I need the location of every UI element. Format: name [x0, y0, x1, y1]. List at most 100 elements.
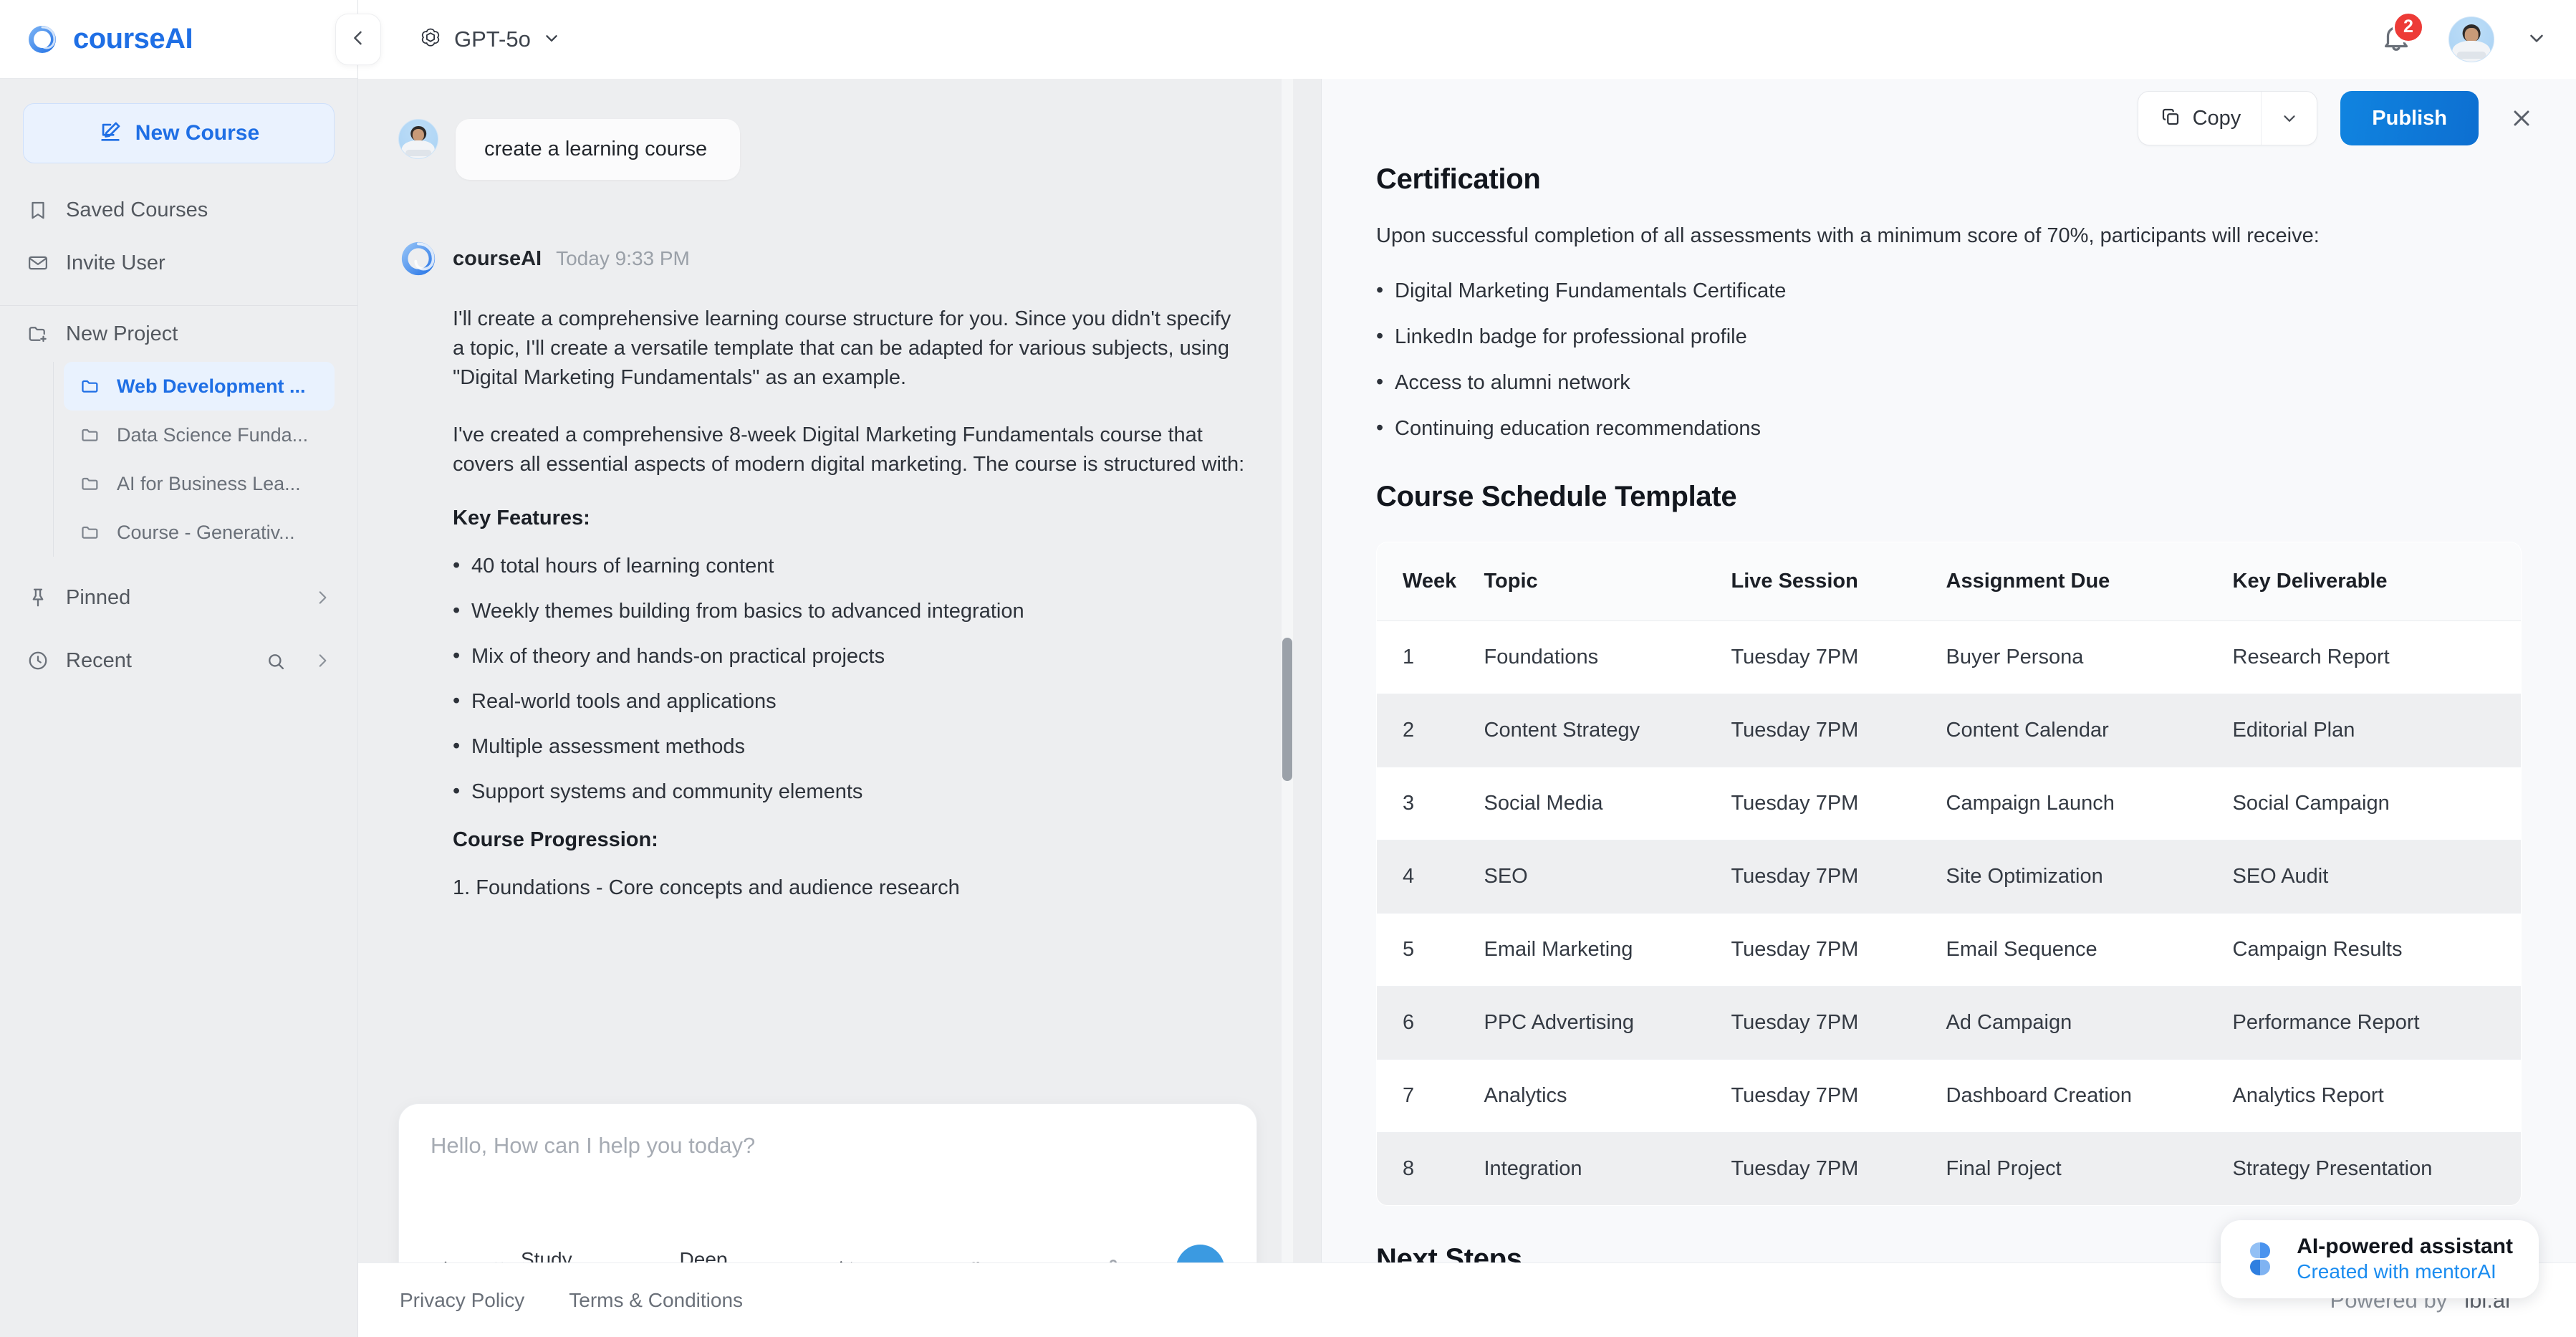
table-row: 6 PPC Advertising Tuesday 7PM Ad Campaig…	[1377, 986, 2521, 1060]
table-row: 3 Social Media Tuesday 7PM Campaign Laun…	[1377, 767, 2521, 840]
cell-key-deliverable: Social Campaign	[2232, 767, 2521, 840]
copy-options-caret[interactable]	[2261, 92, 2317, 145]
cell-live-session: Tuesday 7PM	[1731, 913, 1946, 987]
key-features-heading: Key Features:	[453, 506, 590, 529]
new-course-button[interactable]: New Course	[23, 103, 335, 163]
cell-live-session: Tuesday 7PM	[1731, 694, 1946, 767]
workspace: create a learning course	[358, 79, 2576, 1337]
openai-logo-icon	[418, 26, 443, 54]
cell-week: 5	[1377, 913, 1484, 987]
certification-lead: Upon successful completion of all assess…	[1376, 224, 2320, 247]
canvas-panel-body[interactable]: Certification Upon successful completion…	[1322, 158, 2576, 1337]
close-icon[interactable]	[2501, 98, 2542, 138]
topbar: GPT-5o 2	[335, 0, 2576, 79]
main-column: GPT-5o 2	[335, 0, 2576, 1337]
search-icon[interactable]	[266, 651, 284, 670]
sidebar-divider	[0, 305, 357, 306]
account-menu-caret[interactable]	[2526, 27, 2547, 52]
table-row: 1 Foundations Tuesday 7PM Buyer Persona …	[1377, 620, 2521, 694]
cell-topic: PPC Advertising	[1484, 986, 1731, 1060]
chat-scrollbar-thumb[interactable]	[1282, 638, 1292, 781]
assistant-message-header: courseAI Today 9:33 PM	[398, 239, 1257, 279]
column-header-week: Week	[1377, 542, 1484, 621]
mentorai-widget[interactable]: AI-powered assistant Created with mentor…	[2221, 1219, 2539, 1298]
column-header-topic: Topic	[1484, 542, 1731, 621]
cell-live-session: Tuesday 7PM	[1731, 1132, 1946, 1205]
copy-button-group: Copy	[2137, 91, 2318, 145]
chevron-right-icon[interactable]	[313, 588, 332, 607]
cell-assignment-due: Final Project	[1946, 1132, 2233, 1205]
sidebar-course-data-science[interactable]: Data Science Funda...	[64, 411, 335, 459]
sidebar-course-web-development[interactable]: Web Development ...	[64, 362, 335, 411]
copy-button[interactable]: Copy	[2138, 92, 2262, 145]
table-row: 8 Integration Tuesday 7PM Final Project …	[1377, 1132, 2521, 1205]
cell-topic: Email Marketing	[1484, 913, 1731, 987]
folder-plus-icon	[26, 322, 50, 346]
spiral-logo-icon	[26, 23, 59, 56]
project-course-list: Web Development ... Data Science Funda..…	[53, 362, 357, 557]
publish-button[interactable]: Publish	[2340, 91, 2479, 145]
cell-key-deliverable: Editorial Plan	[2232, 694, 2521, 767]
sidebar-course-generative[interactable]: Course - Generativ...	[64, 508, 335, 557]
user-avatar	[398, 119, 438, 159]
assistant-paragraph: I'll create a comprehensive learning cou…	[453, 307, 1231, 390]
course-schedule-table: Week Topic Live Session Assignment Due K…	[1376, 542, 2522, 1206]
collapse-sidebar-button[interactable]	[335, 14, 381, 65]
cell-week: 1	[1377, 620, 1484, 694]
list-item: LinkedIn badge for professional profile	[1376, 325, 2522, 349]
cell-assignment-due: Email Sequence	[1946, 913, 2233, 987]
chat-column: create a learning course	[358, 79, 1322, 1337]
notification-badge: 2	[2393, 11, 2424, 43]
column-header-key-deliverable: Key Deliverable	[2232, 542, 2521, 621]
new-course-label: New Course	[135, 121, 260, 145]
sidebar-item-saved-courses[interactable]: Saved Courses	[0, 183, 357, 236]
cell-assignment-due: Ad Campaign	[1946, 986, 2233, 1060]
topbar-actions: 2	[2375, 11, 2547, 62]
list-item: Access to alumni network	[1376, 370, 2522, 395]
table-header-row: Week Topic Live Session Assignment Due K…	[1377, 542, 2521, 621]
canvas-panel: Copy Publish Certification Upon successf…	[1322, 79, 2576, 1337]
mentorai-subtitle: Created with mentorAI	[2297, 1260, 2496, 1283]
envelope-icon	[26, 251, 50, 275]
sidebar-nav: Saved Courses Invite User	[0, 183, 357, 289]
cell-topic: Analytics	[1484, 1059, 1731, 1133]
notifications-button[interactable]: 2	[2375, 11, 2424, 62]
chat-panel-divider	[1321, 79, 1322, 1337]
brand-header: courseAI	[0, 0, 357, 79]
message-timestamp: Today 9:33 PM	[556, 247, 690, 269]
chat-scrollbar[interactable]	[1282, 79, 1293, 1337]
list-item: Digital Marketing Fundamentals Certifica…	[1376, 279, 2522, 303]
sidebar-item-invite-user[interactable]: Invite User	[0, 236, 357, 289]
sidebar-item-recent[interactable]: Recent	[0, 633, 357, 689]
list-item: Real-world tools and applications	[453, 689, 1257, 714]
cell-week: 3	[1377, 767, 1484, 840]
table-row: 2 Content Strategy Tuesday 7PM Content C…	[1377, 694, 2521, 767]
spiral-logo-icon	[398, 239, 438, 279]
sidebar-section-label: Recent	[66, 648, 132, 672]
footer: Privacy Policy Terms & Conditions Powere…	[358, 1262, 2576, 1337]
list-item: Support systems and community elements	[453, 780, 1257, 804]
cell-topic: Foundations	[1484, 620, 1731, 694]
sidebar-item-new-project[interactable]: New Project	[0, 306, 357, 362]
chevron-right-icon[interactable]	[313, 651, 332, 670]
cell-live-session: Tuesday 7PM	[1731, 767, 1946, 840]
table-header: Week Topic Live Session Assignment Due K…	[1377, 542, 2521, 621]
sidebar-item-label: Invite User	[66, 251, 165, 274]
list-item: Mix of theory and hands-on practical pro…	[453, 644, 1257, 668]
table-row: 4 SEO Tuesday 7PM Site Optimization SEO …	[1377, 840, 2521, 914]
sidebar-item-pinned[interactable]: Pinned	[0, 570, 357, 626]
cell-key-deliverable: Research Report	[2232, 620, 2521, 694]
chat-scroll-area[interactable]: create a learning course	[358, 79, 1322, 1337]
privacy-policy-link[interactable]: Privacy Policy	[400, 1288, 525, 1311]
cell-assignment-due: Campaign Launch	[1946, 767, 2233, 840]
model-selector[interactable]: GPT-5o	[411, 20, 568, 59]
terms-conditions-link[interactable]: Terms & Conditions	[569, 1288, 744, 1311]
assistant-name: courseAI	[453, 246, 542, 270]
avatar[interactable]	[2448, 16, 2494, 62]
message-input[interactable]	[431, 1133, 1225, 1245]
cell-assignment-due: Content Calendar	[1946, 694, 2233, 767]
folder-icon	[78, 520, 102, 545]
sidebar-course-ai-for-business[interactable]: AI for Business Lea...	[64, 459, 335, 508]
certification-list: Digital Marketing Fundamentals Certifica…	[1376, 279, 2522, 441]
mentorai-logo-icon	[2239, 1238, 2281, 1280]
